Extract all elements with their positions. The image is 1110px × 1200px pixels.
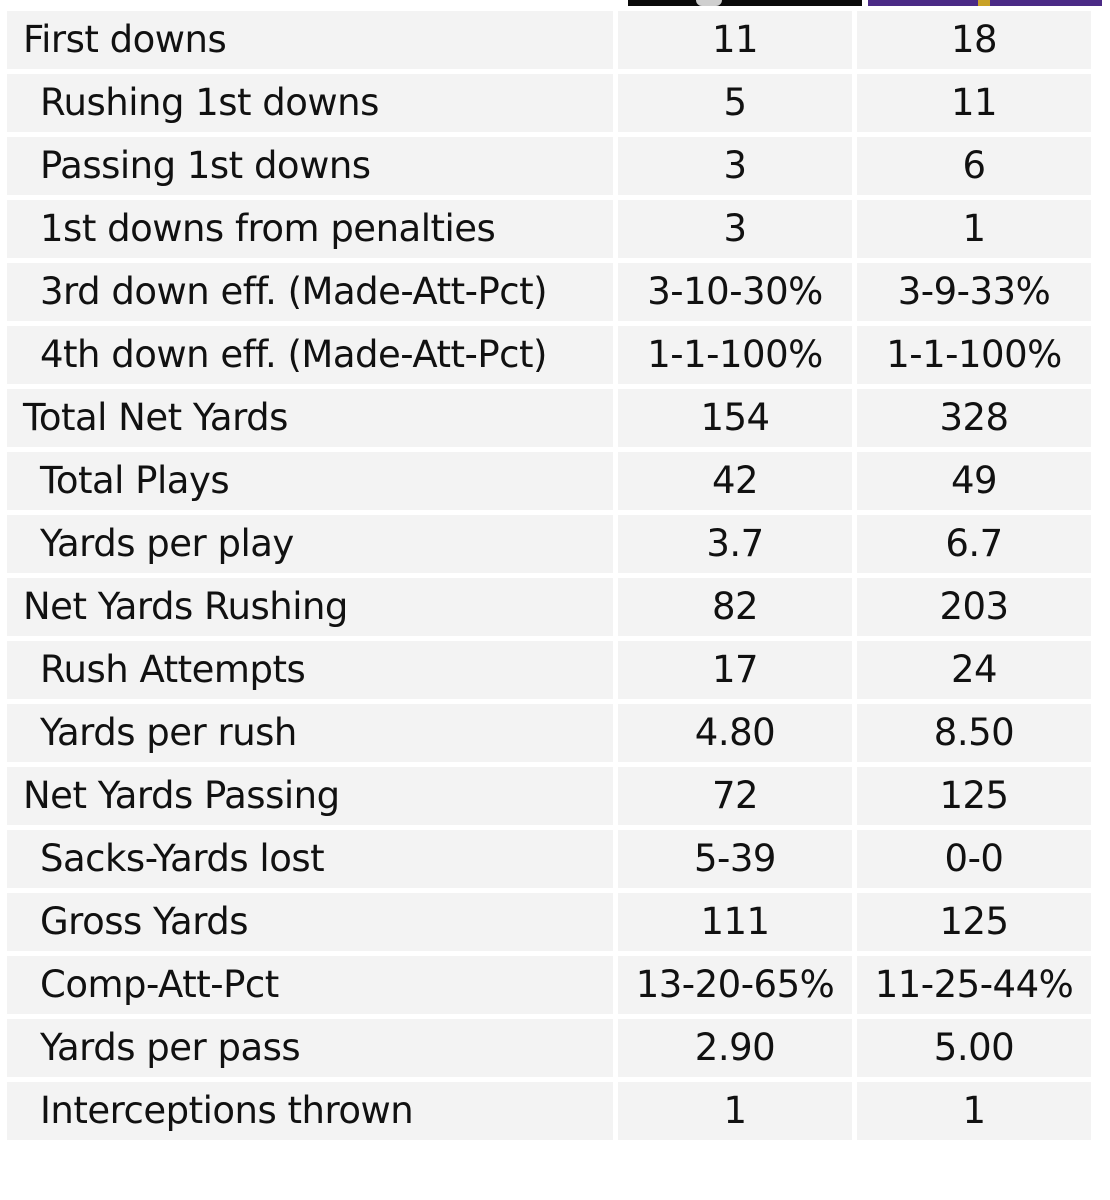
table-row: 3rd down eff. (Made-Att-Pct) 3-10-30% 3-9-… — [7, 263, 1091, 321]
stat-label: Interceptions thrown — [7, 1082, 613, 1140]
home-team-value: 6.7 — [857, 515, 1091, 573]
away-team-value: 3 — [618, 200, 852, 258]
stat-label: Passing 1st downs — [7, 137, 613, 195]
away-team-value: 42 — [618, 452, 852, 510]
stat-label: Net Yards Rushing — [7, 578, 613, 636]
home-team-value: 8.50 — [857, 704, 1091, 762]
stat-label: Yards per play — [7, 515, 613, 573]
table-row: 4th down eff. (Made-Att-Pct) 1-1-100% 1-1-… — [7, 326, 1091, 384]
home-team-value: 6 — [857, 137, 1091, 195]
away-team-value: 13-20-65% — [618, 956, 852, 1014]
table-row: Rushing 1st downs 5 11 — [7, 74, 1091, 132]
table-row: Comp-Att-Pct 13-20-65% 11-25-44% — [7, 956, 1091, 1014]
away-team-value: 5 — [618, 74, 852, 132]
away-team-value: 3.7 — [618, 515, 852, 573]
stat-label: Net Yards Passing — [7, 767, 613, 825]
table-row: Yards per play 3.7 6.7 — [7, 515, 1091, 573]
table-row: Rush Attempts 17 24 — [7, 641, 1091, 699]
home-team-value: 125 — [857, 893, 1091, 951]
away-team-value: 4.80 — [618, 704, 852, 762]
stat-label: Total Plays — [7, 452, 613, 510]
stat-label: Yards per pass — [7, 1019, 613, 1077]
stat-label: First downs — [7, 11, 613, 69]
away-team-value: 111 — [618, 893, 852, 951]
table-row: Gross Yards 111 125 — [7, 893, 1091, 951]
home-team-value: 125 — [857, 767, 1091, 825]
home-team-value: 11 — [857, 74, 1091, 132]
away-team-value: 5-39 — [618, 830, 852, 888]
home-team-value: 3-9-33% — [857, 263, 1091, 321]
home-team-value: 24 — [857, 641, 1091, 699]
stat-label: 3rd down eff. (Made-Att-Pct) — [7, 263, 613, 321]
home-team-value: 328 — [857, 389, 1091, 447]
stat-label: Yards per rush — [7, 704, 613, 762]
stat-label: Comp-Att-Pct — [7, 956, 613, 1014]
table-row: Total Plays 42 49 — [7, 452, 1091, 510]
table-row: Yards per rush 4.80 8.50 — [7, 704, 1091, 762]
home-team-value: 1-1-100% — [857, 326, 1091, 384]
stat-label: Gross Yards — [7, 893, 613, 951]
stat-label: Sacks-Yards lost — [7, 830, 613, 888]
away-team-value: 17 — [618, 641, 852, 699]
home-team-value: 1 — [857, 200, 1091, 258]
stat-label: Total Net Yards — [7, 389, 613, 447]
table-row: Passing 1st downs 3 6 — [7, 137, 1091, 195]
away-team-value: 1 — [618, 1082, 852, 1140]
table-row: Sacks-Yards lost 5-39 0-0 — [7, 830, 1091, 888]
table-row: Yards per pass 2.90 5.00 — [7, 1019, 1091, 1077]
table-row: First downs 11 18 — [7, 11, 1091, 69]
table-row: Total Net Yards 154 328 — [7, 389, 1091, 447]
table-row: Net Yards Rushing 82 203 — [7, 578, 1091, 636]
stat-label: 1st downs from penalties — [7, 200, 613, 258]
home-team-value: 1 — [857, 1082, 1091, 1140]
stat-label: Rushing 1st downs — [7, 74, 613, 132]
home-team-value: 5.00 — [857, 1019, 1091, 1077]
away-team-value: 11 — [618, 11, 852, 69]
away-team-value: 72 — [618, 767, 852, 825]
home-team-value: 203 — [857, 578, 1091, 636]
team-stats-table: First downs 11 18 Rushing 1st downs 5 11 Passi… — [2, 6, 1096, 1145]
home-team-value: 11-25-44% — [857, 956, 1091, 1014]
home-team-value: 0-0 — [857, 830, 1091, 888]
home-team-value: 18 — [857, 11, 1091, 69]
home-team-value: 49 — [857, 452, 1091, 510]
home-team-header-strip — [868, 0, 1102, 6]
table-row: Net Yards Passing 72 125 — [7, 767, 1091, 825]
away-team-value: 3-10-30% — [618, 263, 852, 321]
stat-label: Rush Attempts — [7, 641, 613, 699]
team-stats-table-body: First downs 11 18 Rushing 1st downs 5 11 Passi… — [7, 11, 1091, 1140]
table-row: Interceptions thrown 1 1 — [7, 1082, 1091, 1140]
away-team-value: 3 — [618, 137, 852, 195]
away-team-value: 82 — [618, 578, 852, 636]
table-row: 1st downs from penalties 3 1 — [7, 200, 1091, 258]
away-team-value: 154 — [618, 389, 852, 447]
away-team-value: 2.90 — [618, 1019, 852, 1077]
away-team-value: 1-1-100% — [618, 326, 852, 384]
stat-label: 4th down eff. (Made-Att-Pct) — [7, 326, 613, 384]
away-team-header-strip — [628, 0, 862, 6]
